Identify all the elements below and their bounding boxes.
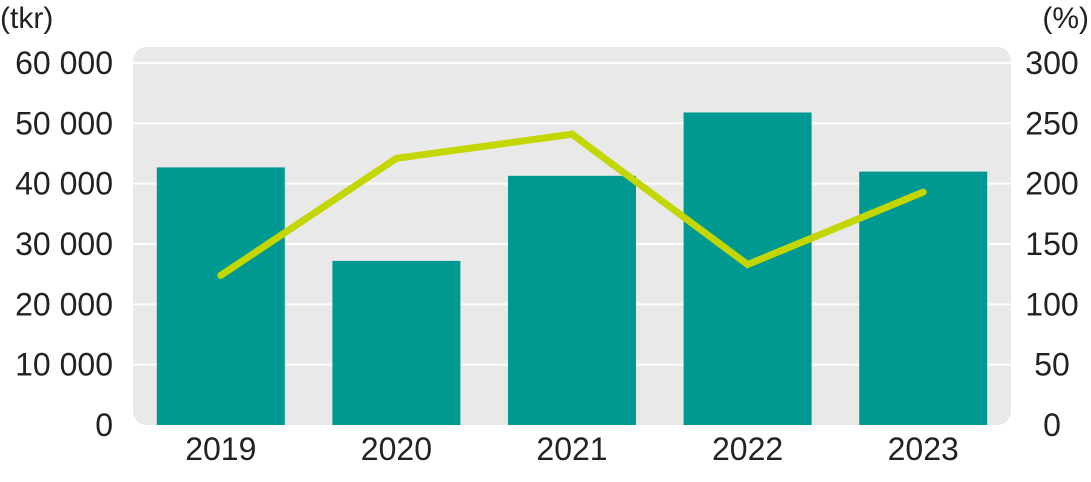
line-point-2021 bbox=[568, 130, 576, 138]
bar-series bbox=[156, 112, 988, 426]
right-tick-label: 100 bbox=[1025, 286, 1078, 322]
line-point-2022 bbox=[744, 261, 752, 269]
left-tick-label: 50 000 bbox=[15, 105, 113, 141]
left-tick-label: 60 000 bbox=[15, 45, 113, 81]
x-tick-label: 2022 bbox=[712, 431, 783, 467]
bar-2019 bbox=[156, 167, 285, 426]
left-tick-label: 30 000 bbox=[15, 226, 113, 262]
right-tick-label: 50 bbox=[1034, 347, 1070, 383]
bar-2020 bbox=[332, 260, 461, 425]
right-tick-label: 200 bbox=[1025, 166, 1078, 202]
right-tick-label: 250 bbox=[1025, 105, 1078, 141]
x-tick-label: 2021 bbox=[536, 431, 607, 467]
right-axis-unit-label: (%) bbox=[1042, 2, 1089, 35]
right-tick-label: 150 bbox=[1025, 226, 1078, 262]
line-point-2019 bbox=[217, 271, 225, 279]
left-axis-unit-label: (tkr) bbox=[0, 2, 53, 35]
x-tick-label: 2019 bbox=[185, 431, 256, 467]
line-points bbox=[217, 130, 927, 279]
bar-2021 bbox=[508, 175, 636, 425]
line-point-2020 bbox=[392, 154, 400, 162]
left-tick-label: 40 000 bbox=[15, 166, 113, 202]
right-axis: (%) 0 50 100 150 200 250 300 bbox=[1025, 2, 1089, 443]
x-tick-label: 2023 bbox=[888, 431, 959, 467]
x-tick-label: 2020 bbox=[361, 431, 432, 467]
right-tick-label: 0 bbox=[1043, 407, 1061, 443]
bar-2023 bbox=[859, 171, 988, 425]
bar-2022 bbox=[683, 112, 812, 426]
left-axis: (tkr) 0 10 000 20 000 30 000 40 000 50 000 60 … bbox=[0, 2, 113, 443]
left-tick-label: 20 000 bbox=[15, 286, 113, 322]
x-axis: 2019 2020 2021 2022 2023 bbox=[185, 431, 959, 467]
right-tick-label: 300 bbox=[1025, 45, 1078, 81]
left-tick-label: 10 000 bbox=[15, 347, 113, 383]
line-point-2023 bbox=[919, 188, 927, 196]
left-tick-label: 0 bbox=[95, 407, 113, 443]
